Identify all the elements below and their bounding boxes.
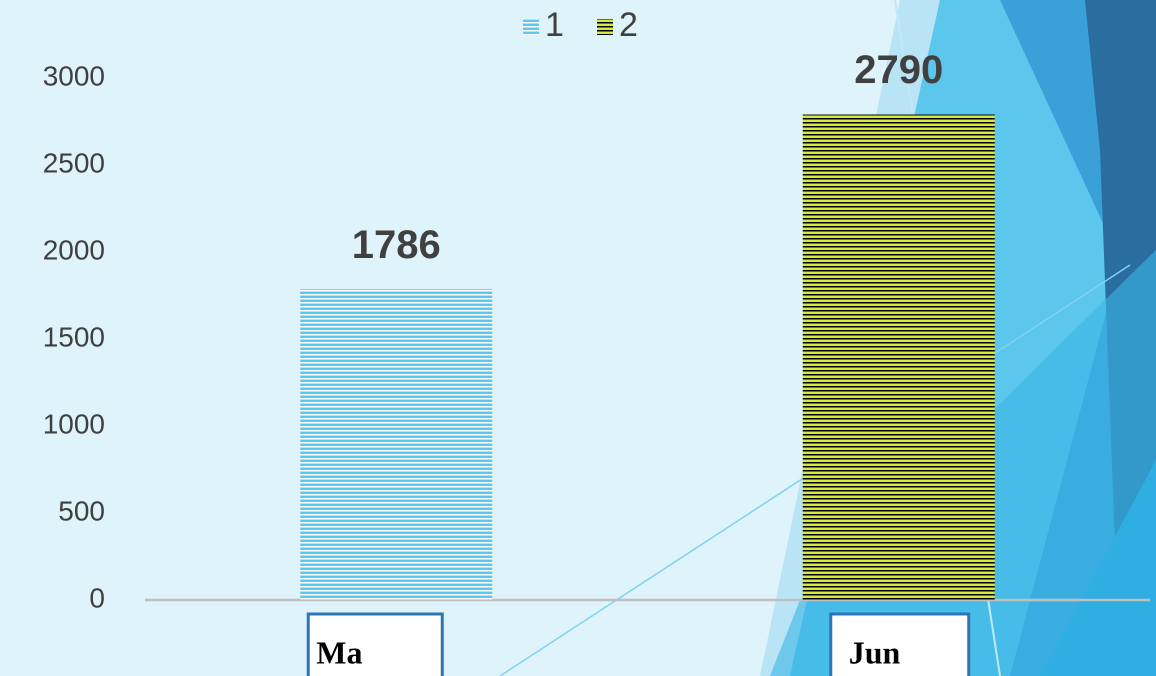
legend-swatch (597, 19, 613, 35)
x-tick-label: Ma (316, 634, 362, 670)
legend-swatch (523, 19, 539, 35)
legend-label: 2 (619, 6, 638, 44)
data-label: 2790 (854, 48, 943, 92)
bar (802, 114, 995, 600)
category-box (306, 612, 444, 676)
legend-label: 1 (545, 6, 564, 44)
y-tick-label: 500 (58, 495, 105, 526)
y-tick-label: 0 (89, 582, 105, 613)
data-label: 1786 (352, 223, 441, 267)
y-tick-label: 2000 (43, 234, 105, 265)
x-tick-label: Jun (849, 634, 901, 670)
bar (300, 289, 493, 600)
y-tick-label: 3000 (43, 60, 105, 91)
y-tick-label: 2500 (43, 147, 105, 178)
y-tick-label: 1000 (43, 408, 105, 439)
category-box (829, 612, 971, 676)
y-tick-label: 1500 (43, 321, 105, 352)
